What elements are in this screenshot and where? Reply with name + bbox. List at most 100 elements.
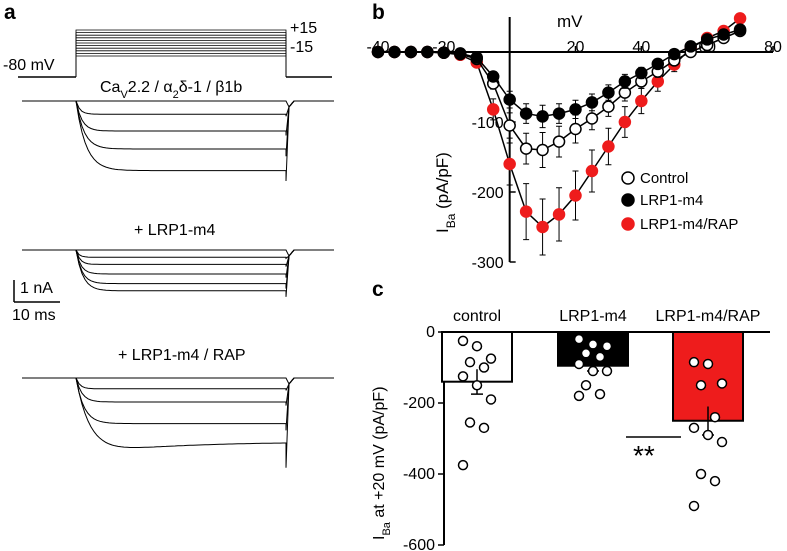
bar-data-point [580,348,592,359]
bar-y-tick-label: -400 [403,466,435,483]
iv-point [536,110,549,123]
significance: ** [626,436,681,471]
legend-label: LRP1-m4 [640,192,703,209]
iv-point [635,66,648,80]
legend-marker [621,193,635,207]
bar-data-point [464,417,476,428]
iv-y-tick-label: -300 [472,255,504,272]
iv-point [552,107,566,120]
legend-marker [621,171,635,185]
voltage-protocol: -80 mV +15 -15 [3,20,332,78]
iv-point [404,45,418,59]
bar-y-axis-label: IBa at +20 mV (pA/pF) [371,386,393,540]
bar-data-point [688,422,700,434]
iv-series [371,12,747,256]
bar-data-point [457,459,469,471]
iv-point [519,107,533,120]
panel-c-label: c [372,278,384,301]
iv-series-lrp1-m4 [371,23,747,129]
current-trace [22,377,334,468]
current-trace [22,249,334,257]
iv-point [552,208,566,221]
iv-point [569,122,582,136]
current-trace [22,377,334,385]
iv-point [635,94,648,108]
bar-y-tick-label: -600 [403,537,435,551]
panel-b-label: b [372,1,385,24]
current-trace [22,100,334,157]
traces-control [22,100,334,182]
panel-a-label: a [4,1,16,24]
current-trace [22,377,334,406]
bar-points [457,333,728,512]
iv-point [668,47,681,61]
iv-x-axis-label: mV [557,12,583,31]
bar-data-point [594,388,606,400]
bar-data-point [688,356,700,368]
scale-bar-current-label: 1 nA [20,280,53,297]
iv-point [536,220,549,234]
bar-data-point [587,365,599,377]
protocol-step [75,37,287,77]
iv-point [717,28,730,41]
iv-point [684,40,697,53]
current-trace [22,249,334,267]
iv-x-tick-label: 40 [632,39,650,56]
iv-point [602,86,615,99]
protocol-top-label: +15 [290,20,317,37]
iv-x-tick-label: 80 [764,39,782,56]
iv-y-label-rest: (pA/pF) [433,152,452,213]
bar-y-label-sub: Ba [381,521,393,535]
title-ca-prefix: Ca [100,79,121,96]
iv-point [454,47,467,60]
bar-data-point [471,340,483,352]
iv-y-tick-label: -200 [472,185,504,202]
current-trace [22,377,334,391]
bar-y-label-main: I [371,536,388,540]
iv-point [519,205,533,218]
iv-point [437,46,451,59]
current-trace [22,249,334,278]
iv-point [569,103,582,116]
bar-data-point [573,390,585,402]
bar-data-point [485,394,497,405]
significance-label: ** [633,440,655,471]
iv-point [733,12,747,25]
bar-data-point [485,353,497,364]
traces-lrp1-rap [22,377,334,468]
iv-point [618,75,632,88]
bar-y-label-rest: at +20 mV (pA/pF) [371,386,388,522]
current-trace [22,377,334,431]
current-trace [22,249,334,289]
bar-data-point [573,358,585,370]
bar-data-point [688,500,700,512]
iv-point [585,112,599,125]
iv-point [503,119,516,132]
iv-point [470,51,483,64]
protocol-step [75,47,287,77]
bar-data-point [695,468,707,480]
iv-point [618,115,632,129]
iv-point [486,70,500,83]
current-trace [22,249,334,297]
bar-data-point [478,362,490,373]
protocol-step [75,53,287,77]
panel-a: a -80 mV +15 -15 CaV2.2 / α2δ-1 / β1b + … [3,1,334,468]
scale-bar-time-label: 10 ms [12,307,56,324]
bar-data-point [702,429,714,441]
iv-point [569,189,582,202]
bar-data-point [457,335,469,347]
iv-point [602,140,615,153]
bar-data-point [716,436,728,448]
current-trace [22,100,334,108]
iv-point [651,57,665,71]
protocol-holding-label: -80 mV [3,57,55,74]
iv-point [486,103,500,116]
bar-category-label: LRP1-m4/RAP [656,308,761,325]
bar-data-point [709,475,721,487]
scale-bar: 1 nA 10 ms [12,280,60,324]
iv-legend: Control LRP1-m4 LRP1-m4/RAP [621,170,738,233]
bar [672,331,744,422]
iv-point [519,142,533,155]
bar-data-point [702,358,714,370]
